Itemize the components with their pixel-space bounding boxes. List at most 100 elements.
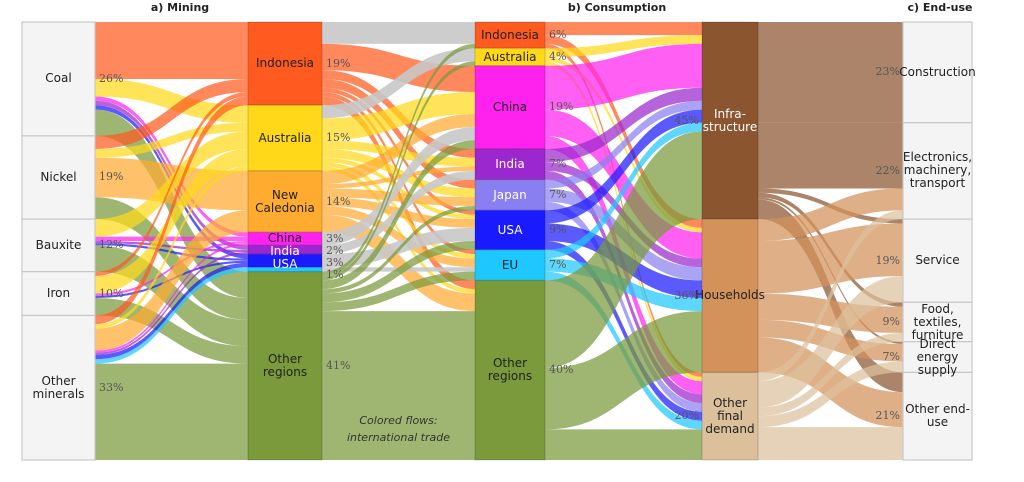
flow-c_jpn-to-infra [545, 100, 702, 189]
flow-c_oth-to-ofd [545, 429, 702, 460]
node-bauxite [21, 218, 96, 273]
pct-label-c_usa: 9% [549, 223, 567, 237]
pct-label-hh: 36% [674, 288, 699, 302]
node-label-c_oth: Other regions [487, 356, 533, 384]
node-ofd [701, 371, 759, 461]
pct-label-othmin: 33% [99, 380, 124, 394]
node-label-c_ind: India [495, 156, 525, 171]
flow-c_eu-to-infra [545, 122, 702, 259]
flow-othmin-to-m_ncl [95, 210, 248, 351]
flow-ofd-to-othuse [758, 427, 903, 460]
pct-label-constr: 23% [875, 65, 900, 79]
node-label-food: Food, textiles, furniture [911, 301, 964, 342]
node-label-c_chn: China [492, 99, 528, 114]
pct-label-c_eu: 7% [549, 258, 567, 272]
pct-label-c_jpn: 7% [549, 188, 567, 201]
node-label-constr: Construction [899, 64, 976, 79]
flow-c_oth-to-infra [545, 131, 702, 369]
flow-nickel-to-m_aus [95, 122, 248, 158]
node-c_eu [474, 249, 546, 282]
flow-m_oth-to-c_usa [322, 241, 475, 303]
flow-m_oth-to-c_jpn [322, 205, 475, 294]
node-label-ofd: Other final demand [705, 395, 755, 436]
node-c_idn [474, 21, 546, 49]
flow-othmin-to-m_chn [95, 243, 248, 353]
pct-label-m_usa: 3% [326, 255, 344, 269]
node-label-nickel: Nickel [40, 169, 77, 184]
node-label-serv: Service [915, 253, 960, 268]
node-elec [902, 122, 973, 220]
flow-ofd-to-food [758, 332, 903, 417]
flow-m_idn-to-c_chn [322, 43, 475, 93]
pct-label-elec: 22% [875, 163, 900, 177]
pct-label-nickel: 19% [99, 170, 124, 184]
pct-label-bauxite: 12% [99, 238, 124, 252]
flow-c_oth-to-hh [545, 311, 702, 430]
flow-othmin-to-m_oth [95, 363, 248, 460]
node-label-m_usa: USA [272, 257, 298, 272]
flow-m_oth-to-c_eu [322, 271, 475, 312]
pct-label-c_idn: 6% [549, 28, 567, 42]
flows [95, 22, 903, 460]
node-label-iron: Iron [46, 286, 71, 301]
title-end-use: c) End-use [907, 1, 973, 14]
pct-label-othuse: 21% [875, 409, 900, 423]
flow-infra-to-elec [758, 122, 903, 189]
node-label-othuse: Other end- use [905, 402, 970, 430]
flow-c_ind-to-infra [545, 87, 702, 163]
node-label-bauxite: Bauxite [35, 237, 82, 252]
node-label-infra: Infra- structure [702, 106, 758, 134]
node-label-m_ncl: New Caledonia [255, 187, 315, 215]
pct-label-m_idn: 19% [326, 56, 351, 70]
flow-iron-to-m_aus [95, 149, 248, 294]
node-nickel [21, 135, 96, 220]
node-coal [21, 21, 96, 137]
node-othmin [21, 314, 96, 461]
flow-m_chn-to-c_chn [322, 127, 475, 246]
flow-m_ncl-to-c_eu [322, 205, 475, 268]
node-m_ncl [247, 170, 323, 233]
pct-label-c_aus: 4% [549, 50, 567, 64]
flow-m_aus-to-c_chn [322, 92, 475, 141]
pct-label-ofd: 20% [674, 409, 699, 423]
node-label-c_jpn: Japan [493, 187, 527, 202]
node-label-m_idn: Indonesia [255, 56, 315, 71]
flow-infra-to-constr [758, 22, 903, 123]
flow-othmin-to-m_idn [95, 96, 248, 325]
pct-label-serv: 19% [875, 253, 900, 267]
flow-c_usa-to-ofd [545, 241, 702, 421]
node-energy [902, 341, 973, 373]
pct-label-food: 9% [882, 315, 900, 329]
flow-c_aus-to-infra [545, 35, 702, 58]
flow-ofd-to-energy [758, 361, 903, 428]
title-consumption: b) Consumption [567, 1, 667, 14]
flow-m_ncl-to-c_jpn [322, 188, 475, 206]
flow-nickel-to-m_idn [95, 78, 248, 150]
title-mining: a) Mining [150, 1, 210, 14]
flow-hh-to-elec [758, 188, 903, 241]
pct-label-coal: 26% [99, 71, 124, 85]
node-label-coal: Coal [45, 71, 72, 86]
flow-m_ncl-to-c_ind [322, 166, 475, 189]
flow-m_aus-to-c_aus [322, 48, 475, 119]
node-label-c_usa: USA [497, 222, 523, 237]
pct-label-m_oth: 41% [326, 358, 351, 372]
flow-othmin-to-m_ind [95, 251, 248, 355]
node-m_oth [247, 271, 323, 461]
node-label-c_eu: EU [501, 257, 519, 272]
pct-label-m_ncl: 14% [326, 194, 351, 208]
pct-label-iron: 10% [99, 286, 124, 300]
node-iron [21, 271, 96, 317]
flow-m_idn-to-c_idn [322, 22, 475, 44]
flow-hh-to-food [758, 293, 903, 333]
flow-coal-to-m_idn [95, 22, 248, 79]
node-label-c_idn: Indonesia [480, 27, 540, 42]
node-label-c_aus: Australia [483, 49, 537, 64]
flow-othmin-to-m_eu [95, 267, 248, 364]
node-label-energy: Direct energy supply [916, 336, 959, 377]
flow-ofd-to-elec [758, 210, 903, 382]
pct-label-m_ind: 2% [326, 243, 344, 257]
flow-nickel-to-m_oth [95, 197, 248, 320]
